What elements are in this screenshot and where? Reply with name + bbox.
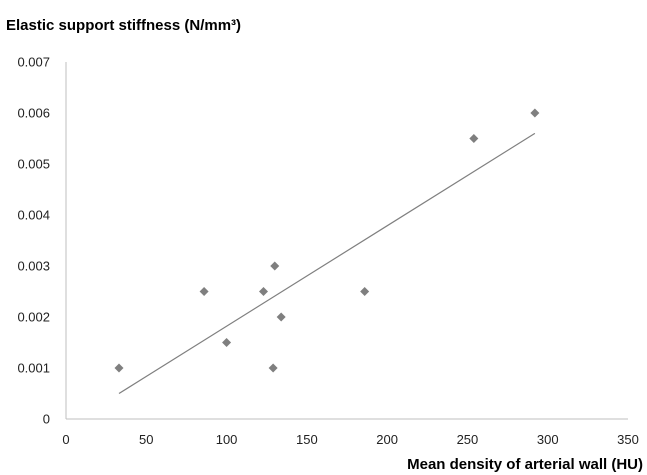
data-point: [270, 261, 280, 271]
trendline: [118, 132, 536, 395]
x-tick-label: 250: [457, 432, 479, 447]
y-tick-label: 0.006: [17, 106, 50, 121]
data-point: [114, 363, 124, 373]
data-point: [199, 287, 209, 296]
x-tick-label: 50: [139, 432, 153, 447]
data-point: [222, 338, 232, 347]
x-tick-label: 350: [617, 432, 639, 447]
x-tick-label: 100: [216, 432, 238, 447]
data-point: [259, 287, 269, 296]
y-tick-label: 0.001: [17, 361, 50, 376]
x-axis-title: Mean density of arterial wall (HU): [407, 456, 643, 473]
data-point: [469, 134, 479, 143]
y-tick-label: 0.007: [17, 55, 50, 70]
data-point: [530, 108, 540, 118]
y-tick-label: 0.002: [17, 310, 50, 325]
x-tick-label: 0: [62, 432, 69, 447]
x-tick-label: 200: [376, 432, 398, 447]
data-points: [114, 108, 540, 373]
trendline-group: [118, 132, 536, 395]
y-tick-label: 0: [43, 412, 50, 427]
axis-ticks: 0 0.001 0.002 0.003 0.004 0.005 0.006 0.007 0 50 1…: [17, 55, 638, 448]
y-tick-label: 0.004: [17, 208, 50, 223]
data-point: [276, 312, 286, 322]
data-point: [268, 363, 278, 373]
x-tick-label: 150: [296, 432, 318, 447]
data-point: [360, 287, 370, 296]
y-tick-label: 0.005: [17, 157, 50, 172]
y-tick-label: 0.003: [17, 259, 50, 274]
x-tick-label: 300: [537, 432, 559, 447]
y-axis-title: Elastic support stiffness (N/mm³): [6, 17, 241, 34]
